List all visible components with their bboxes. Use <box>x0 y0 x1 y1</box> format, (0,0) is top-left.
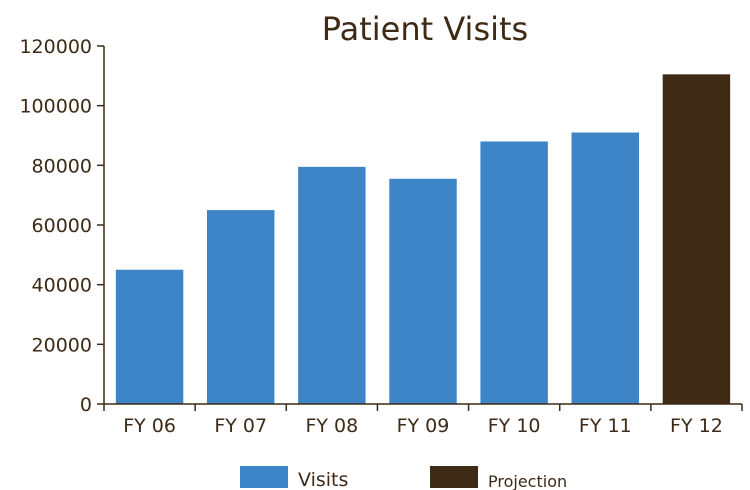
y-tick-label: 60000 <box>32 215 92 237</box>
legend-label-visits: Visits <box>298 469 348 490</box>
x-axis: FY 06 FY 07 FY 08 FY 09 FY 10 FY 11 FY 12 <box>103 403 743 437</box>
bar-visits-fy-07 <box>206 210 275 404</box>
legend: Visits Projection <box>240 466 567 490</box>
x-tick-label: FY 08 <box>305 415 358 437</box>
bar-visits-fy-09 <box>389 178 457 404</box>
bar-visits-fy-06 <box>115 269 184 404</box>
y-tick-label: 80000 <box>32 155 92 177</box>
x-tick-label: FY 09 <box>397 415 450 437</box>
legend-label-projection: Projection <box>488 472 567 490</box>
y-tick-label: 20000 <box>32 334 92 356</box>
x-tick-label: FY 12 <box>670 415 723 437</box>
x-tick-label: FY 11 <box>579 415 632 437</box>
bars <box>115 74 731 404</box>
y-tick-label: 40000 <box>32 275 92 297</box>
y-tick-label: 0 <box>80 394 92 416</box>
x-tick-label: FY 10 <box>488 415 541 437</box>
bar-visits-fy-08 <box>298 166 366 404</box>
bar-visits-fy-11 <box>571 132 640 404</box>
y-tick-label: 100000 <box>19 96 92 118</box>
y-axis: 0 20000 40000 60000 80000 100000 120000 <box>19 36 105 416</box>
x-tick-label: FY 06 <box>123 415 176 437</box>
bar-visits-fy-10 <box>480 141 548 404</box>
y-tick-label: 120000 <box>19 36 92 58</box>
bar-projection-fy-12 <box>662 74 731 404</box>
x-tick-label: FY 07 <box>214 415 267 437</box>
legend-swatch-projection <box>430 466 478 488</box>
chart-title: Patient Visits <box>322 10 528 48</box>
legend-swatch-visits <box>240 466 288 488</box>
